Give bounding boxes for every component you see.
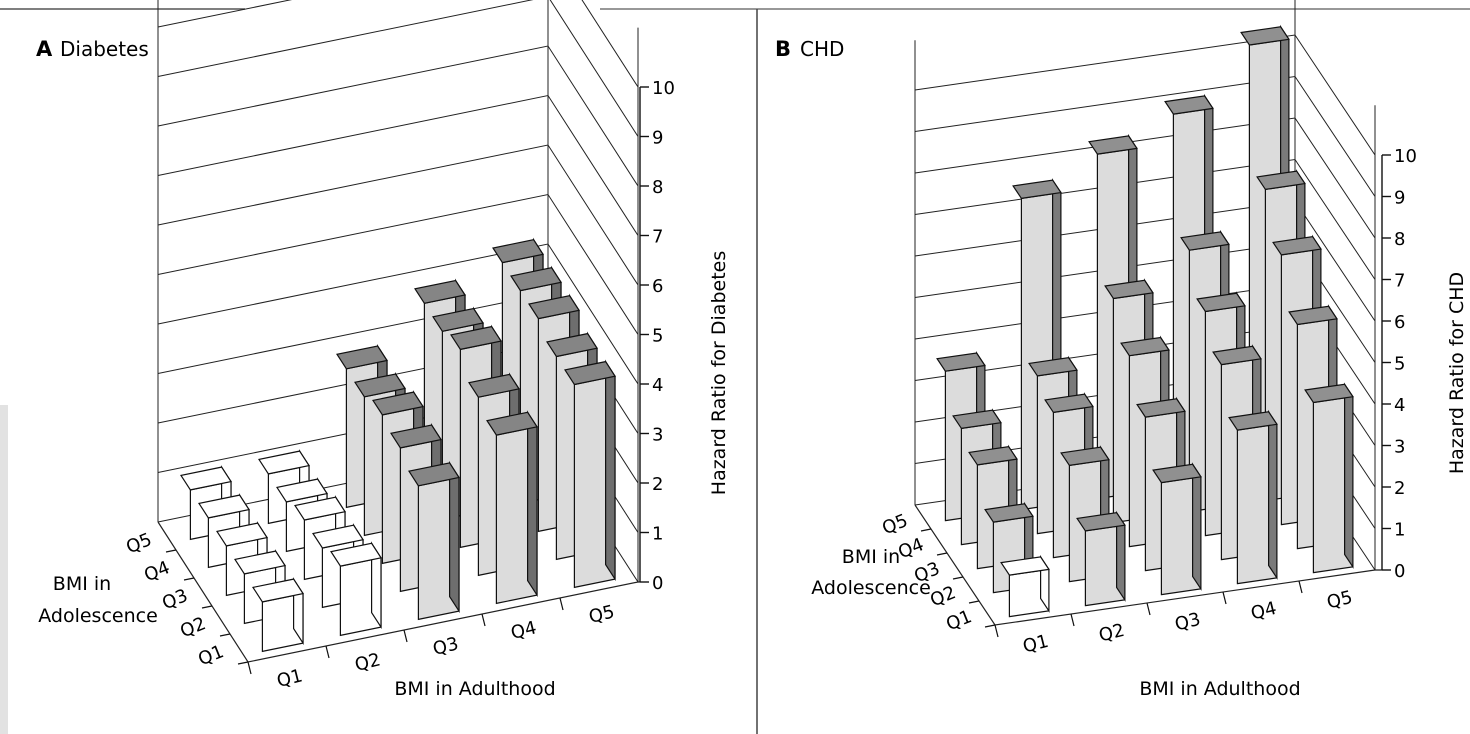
panel-a-x-axis-title: BMI in Adulthood [394, 678, 555, 700]
panel-b-x-tick-label-Q2: Q2 [1097, 620, 1127, 647]
panel-b-z-tick-label-6: 6 [1394, 312, 1405, 333]
panel-a-bar-Q2-Q1 [330, 541, 382, 637]
panel-b-z-tick-label-3: 3 [1394, 437, 1405, 458]
panel-a-letter: A [36, 37, 53, 61]
panel-a-gridline-10 [157, 0, 639, 88]
panel-a-x-tick-label-Q1: Q1 [275, 665, 305, 692]
panel-a-gridline-7 [157, 94, 639, 236]
panel-a-z-tick-label-1: 1 [652, 524, 663, 545]
panel-a-z-axis-title: Hazard Ratio for Diabetes [708, 251, 730, 495]
panel-a-z-tick-label-9: 9 [652, 128, 663, 149]
panel-a-gridline-9 [157, 0, 639, 137]
panel-b-z-tick-label-9: 9 [1394, 188, 1405, 209]
panel-a-x-tick-label-Q2: Q2 [353, 649, 383, 676]
panel-b-z-tick-label-2: 2 [1394, 478, 1405, 499]
panel-b-x-tick-label-Q1: Q1 [1021, 631, 1051, 658]
panel-b-gridline-10 [914, 34, 1376, 156]
panel-a-bar-Q4-Q1 [486, 410, 538, 605]
panel-a-y-tick-label-Q5: Q5 [123, 529, 155, 558]
panel-b-x-tick-label-Q4: Q4 [1249, 598, 1279, 625]
panel-b-bar-Q1-Q1 [1000, 554, 1050, 618]
panel-a-z-tick-label-6: 6 [652, 276, 663, 297]
panel-a-z-tick-label-7: 7 [652, 227, 663, 248]
panel-b-x-tick-label-Q5: Q5 [1325, 587, 1355, 614]
panel-a-bars [180, 237, 616, 653]
panel-a-y-axis-title-line2: Adolescence [38, 605, 158, 627]
panel-b-y-tick-label-Q2: Q2 [927, 582, 959, 611]
panel-b-x-tick-label-Q3: Q3 [1173, 609, 1203, 636]
panel-b-y-axis-title-line1: BMI in [842, 546, 900, 568]
panel-a-y-tick-label-Q1: Q1 [195, 641, 227, 670]
panel-a-y-tick-label-Q3: Q3 [159, 585, 191, 614]
panel-a-title: Diabetes [60, 37, 149, 61]
panel-a-z-tick-label-8: 8 [652, 177, 663, 198]
panel-a-z-tick-label-2: 2 [652, 474, 663, 495]
panel-b-bar-Q5-Q1 [1304, 382, 1354, 574]
panel-b-bar-Q4-Q1 [1228, 409, 1278, 585]
panel-a-y-axis-title-line1: BMI in [53, 573, 111, 595]
panel-b-z-tick-label-10: 10 [1394, 146, 1417, 167]
panel-b-x-axis-title: BMI in Adulthood [1139, 678, 1300, 700]
panel-a-diabetes: A Diabetes 012345678910Q1Q2Q3Q4Q5Q1Q2Q3Q… [36, 0, 730, 700]
panel-b-bar-Q2-Q1 [1076, 510, 1126, 607]
panel-a-y-tick-label-Q4: Q4 [141, 557, 173, 586]
panel-b-gridline-8 [914, 117, 1376, 239]
panel-b-title: CHD [800, 37, 844, 61]
panel-a-z-tick-label-4: 4 [652, 375, 663, 396]
panel-a-z-tick-label-0: 0 [652, 573, 663, 594]
panel-b-z-tick-label-1: 1 [1394, 520, 1405, 541]
panel-b-y-tick-label-Q1: Q1 [943, 606, 975, 635]
panel-a-z-tick-label-5: 5 [652, 326, 663, 347]
panel-b-z-tick-label-8: 8 [1394, 229, 1405, 250]
panel-a-z-tick-label-3: 3 [652, 425, 663, 446]
left-edge-shade [0, 405, 8, 734]
panel-a-x-tick-label-Q4: Q4 [509, 617, 539, 644]
panel-a-x-tick-label-Q3: Q3 [431, 633, 461, 660]
panel-a-gridline-8 [157, 45, 639, 187]
panel-b-bars [936, 24, 1354, 618]
panel-a-bar-Q5-Q1 [564, 359, 616, 589]
panel-b-gridline-9 [914, 75, 1376, 197]
panel-a-z-tick-label-10: 10 [652, 78, 675, 99]
panel-a-y-tick-label-Q2: Q2 [177, 613, 209, 642]
panel-b-y-tick-label-Q5: Q5 [879, 510, 911, 539]
panel-b-z-tick-label-5: 5 [1394, 354, 1405, 375]
panel-a-bar-Q1-Q1 [252, 577, 304, 653]
panel-b-bar-Q3-Q1 [1152, 462, 1202, 596]
panel-b-z-tick-label-7: 7 [1394, 271, 1405, 292]
panel-b-z-tick-label-4: 4 [1394, 395, 1405, 416]
panel-a-bar-Q3-Q1 [408, 460, 460, 621]
panel-b-letter: B [775, 37, 791, 61]
panel-a-x-tick-label-Q5: Q5 [587, 601, 617, 628]
panel-b-y-axis-title-line2: Adolescence [811, 577, 931, 599]
panel-b-z-axis-title: Hazard Ratio for CHD [1446, 272, 1468, 474]
panel-b-z-tick-label-0: 0 [1394, 561, 1405, 582]
panel-a-gridline-6 [157, 144, 639, 286]
